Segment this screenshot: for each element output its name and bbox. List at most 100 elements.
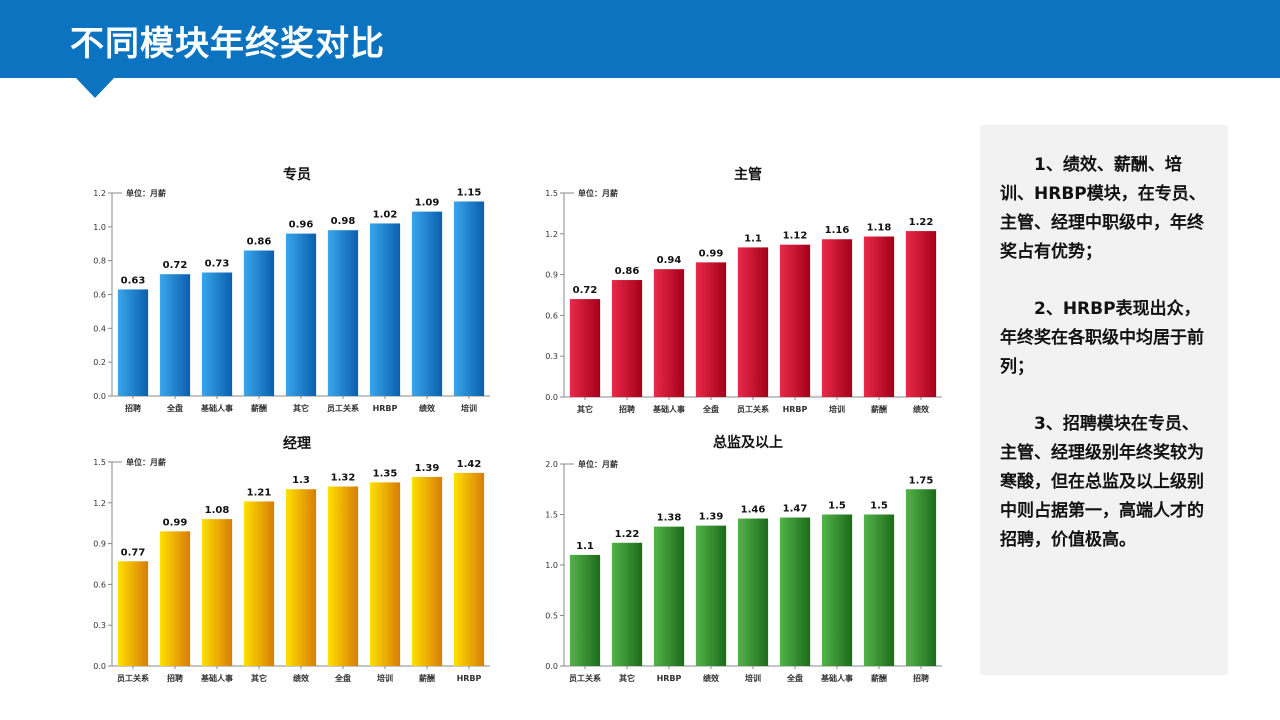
bar bbox=[201, 519, 233, 666]
bar bbox=[779, 517, 811, 666]
chart-title: 专员 bbox=[283, 166, 311, 183]
bar bbox=[159, 274, 191, 396]
y-tick-label: 0.3 bbox=[545, 352, 558, 361]
bar bbox=[285, 489, 317, 666]
bar-value-label: 0.98 bbox=[331, 216, 356, 227]
unit-label: 单位：月薪 bbox=[578, 188, 618, 198]
bar bbox=[285, 233, 317, 396]
chart-title: 主管 bbox=[734, 166, 762, 183]
x-tick-label: 全盘 bbox=[166, 403, 183, 413]
y-tick-label: 1.5 bbox=[545, 511, 558, 520]
y-tick-label: 1.2 bbox=[545, 230, 558, 239]
bar-value-label: 1.32 bbox=[331, 472, 356, 483]
bar-value-label: 1.1 bbox=[744, 233, 762, 244]
y-tick-label: 0.3 bbox=[93, 621, 106, 630]
bar bbox=[737, 247, 769, 397]
x-tick-label: 绩效 bbox=[703, 673, 719, 683]
bar-value-label: 1.15 bbox=[457, 187, 482, 198]
bar-chart-3: 经理 0.0 0.3 0.6 0.9 1.2 1.5 单位：月薪 0.77 员工关系 0.99 招聘 1… bbox=[93, 435, 490, 683]
unit-label: 单位：月薪 bbox=[126, 457, 166, 467]
y-tick-label: 0.0 bbox=[545, 393, 558, 402]
y-tick-label: 0.0 bbox=[93, 662, 106, 671]
bar bbox=[653, 526, 685, 666]
x-tick-label: 其它 bbox=[619, 673, 635, 683]
bar bbox=[821, 514, 853, 666]
x-tick-label: 培训 bbox=[377, 673, 393, 683]
bar-value-label: 1.09 bbox=[415, 198, 440, 209]
bar-value-label: 1.42 bbox=[457, 459, 482, 470]
bar-value-label: 1.35 bbox=[373, 468, 398, 479]
bar-value-label: 1.18 bbox=[867, 223, 892, 234]
x-tick-label: 全盘 bbox=[334, 673, 351, 683]
bar-value-label: 0.94 bbox=[657, 255, 682, 266]
y-tick-label: 1.5 bbox=[93, 458, 106, 467]
bar bbox=[569, 554, 601, 666]
bar bbox=[201, 272, 233, 396]
bar bbox=[117, 561, 149, 666]
x-tick-label: 培训 bbox=[745, 673, 761, 683]
x-tick-label: 绩效 bbox=[419, 403, 435, 413]
bar-chart-2: 主管 0.0 0.3 0.6 0.9 1.2 1.5 单位：月薪 0.72 其它 0.86 招聘 0.9… bbox=[545, 166, 942, 414]
bar-value-label: 1.75 bbox=[909, 475, 934, 486]
bar bbox=[695, 525, 727, 666]
bar bbox=[695, 262, 727, 397]
unit-label: 单位：月薪 bbox=[578, 459, 618, 469]
unit-label: 单位：月薪 bbox=[126, 188, 166, 198]
y-tick-label: 0.0 bbox=[93, 392, 106, 401]
bar-value-label: 1.12 bbox=[783, 231, 808, 242]
x-tick-label: 员工关系 bbox=[569, 673, 601, 683]
x-tick-label: 绩效 bbox=[913, 404, 929, 414]
x-tick-label: 基础人事 bbox=[200, 403, 233, 413]
x-tick-label: HRBP bbox=[657, 674, 682, 683]
bar bbox=[737, 518, 769, 666]
header-bar: 不同模块年终奖对比 bbox=[0, 0, 1280, 78]
y-tick-label: 0.9 bbox=[545, 271, 558, 280]
bar-value-label: 0.73 bbox=[205, 259, 230, 270]
x-tick-label: 招聘 bbox=[913, 673, 929, 683]
bar bbox=[611, 542, 643, 666]
x-tick-label: 基础人事 bbox=[652, 404, 685, 414]
bar bbox=[453, 201, 485, 396]
bar-value-label: 1.22 bbox=[615, 529, 640, 540]
bar-value-label: 1.5 bbox=[828, 501, 846, 512]
x-tick-label: 其它 bbox=[577, 404, 593, 414]
y-tick-label: 2.0 bbox=[545, 460, 558, 469]
x-tick-label: 招聘 bbox=[167, 673, 183, 683]
chart-title: 经理 bbox=[283, 435, 311, 452]
bar bbox=[327, 230, 359, 396]
y-tick-label: 0.5 bbox=[545, 612, 558, 621]
y-tick-label: 0.0 bbox=[545, 662, 558, 671]
bar bbox=[411, 476, 443, 666]
bar bbox=[243, 250, 275, 396]
x-tick-label: 员工关系 bbox=[117, 673, 149, 683]
y-tick-label: 0.8 bbox=[93, 257, 106, 266]
x-tick-label: 全盘 bbox=[786, 673, 803, 683]
page-title: 不同模块年终奖对比 bbox=[70, 24, 385, 64]
x-tick-label: 薪酬 bbox=[251, 403, 267, 413]
bar bbox=[453, 472, 485, 666]
bar-value-label: 1.3 bbox=[292, 475, 310, 486]
bar-value-label: 1.22 bbox=[909, 217, 934, 228]
y-tick-label: 0.6 bbox=[545, 311, 558, 320]
bar-value-label: 0.63 bbox=[121, 275, 146, 286]
note-paragraph-2: 2、HRBP表现出众，年终奖在各职级中均居于前列； bbox=[1000, 299, 1204, 377]
bar bbox=[117, 289, 149, 396]
note-paragraph-1: 1、绩效、薪酬、培训、HRBP模块，在专员、主管、经理中职级中，年终奖占有优势； bbox=[1000, 155, 1206, 262]
notes-panel: 1、绩效、薪酬、培训、HRBP模块，在专员、主管、经理中职级中，年终奖占有优势；… bbox=[980, 125, 1228, 675]
bar bbox=[905, 489, 937, 666]
bar-chart-4: 总监及以上 0.0 0.5 1.0 1.5 2.0 单位：月薪 1.1 员工关系 1.22 其它 1.… bbox=[545, 434, 942, 683]
bar-value-label: 1.39 bbox=[415, 463, 440, 474]
bar-value-label: 1.46 bbox=[741, 505, 766, 516]
bar-value-label: 1.16 bbox=[825, 225, 850, 236]
x-tick-label: 薪酬 bbox=[871, 673, 887, 683]
note-paragraph-3: 3、招聘模块在专员、主管、经理级别年终奖较为寒酸，但在总监及以上级别中则占据第一… bbox=[1000, 414, 1204, 550]
x-tick-label: 培训 bbox=[461, 403, 477, 413]
y-tick-label: 1.0 bbox=[545, 561, 558, 570]
x-tick-label: 基础人事 bbox=[820, 673, 853, 683]
y-tick-label: 1.2 bbox=[93, 189, 106, 198]
bar-value-label: 0.99 bbox=[163, 517, 188, 528]
x-tick-label: HRBP bbox=[373, 404, 398, 413]
bar bbox=[159, 531, 191, 666]
bar bbox=[863, 236, 895, 397]
